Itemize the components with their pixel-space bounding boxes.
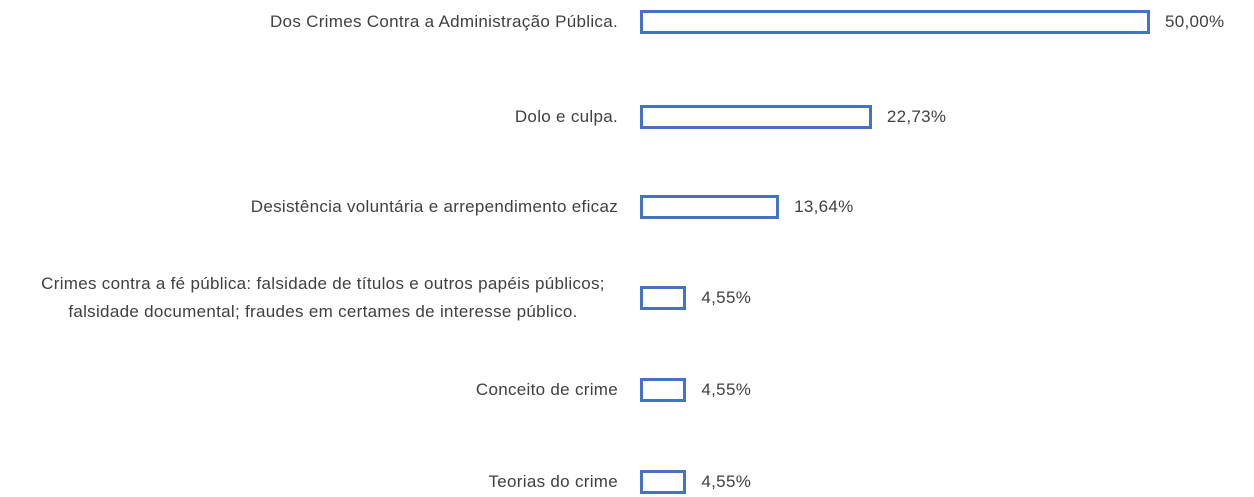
bar xyxy=(640,105,872,129)
category-label: Conceito de crime xyxy=(475,380,618,399)
bar xyxy=(640,470,687,494)
value-label: 4,55% xyxy=(701,288,752,307)
category-label: Teorias do crime xyxy=(488,472,618,491)
bar xyxy=(640,378,687,402)
bar xyxy=(640,195,780,219)
label-row: Desistência voluntária e arrependimento … xyxy=(20,193,618,221)
label-row: Dolo e culpa. xyxy=(20,103,618,131)
bar xyxy=(640,286,687,310)
bar xyxy=(640,10,1150,34)
value-label: 4,55% xyxy=(701,380,752,399)
label-row: Crimes contra a fé pública: falsidade de… xyxy=(20,270,618,326)
value-label: 13,64% xyxy=(794,197,854,216)
label-row: Dos Crimes Contra a Administração Públic… xyxy=(20,8,618,36)
label-row: Conceito de crime xyxy=(20,376,618,404)
value-label: 50,00% xyxy=(1165,12,1225,31)
category-label: Crimes contra a fé pública: falsidade de… xyxy=(41,274,605,321)
value-label: 22,73% xyxy=(886,107,947,126)
label-row: Teorias do crime xyxy=(20,468,618,496)
category-label: Dolo e culpa. xyxy=(514,107,618,126)
value-label: 4,55% xyxy=(701,472,752,491)
category-label: Desistência voluntária e arrependimento … xyxy=(250,197,618,216)
category-label: Dos Crimes Contra a Administração Públic… xyxy=(269,12,618,31)
